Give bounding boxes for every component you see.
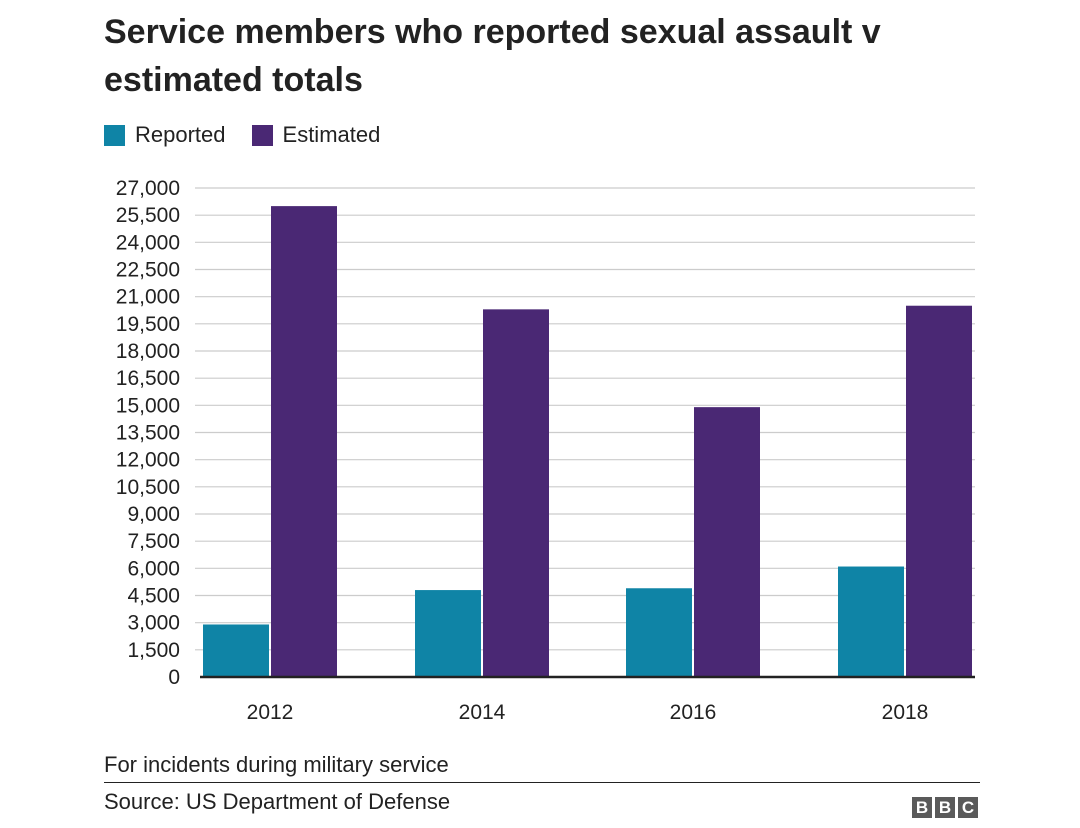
footer-divider bbox=[104, 782, 980, 783]
y-tick-label: 13,500 bbox=[116, 422, 180, 445]
bbc-logo: B B C bbox=[912, 797, 978, 818]
legend-item-reported: Reported bbox=[104, 122, 226, 148]
legend-swatch-reported bbox=[104, 124, 125, 146]
x-tick-label: 2018 bbox=[882, 701, 929, 724]
y-tick-label: 24,000 bbox=[116, 231, 180, 254]
y-tick-label: 1,500 bbox=[127, 639, 180, 662]
bar-reported-2016 bbox=[626, 588, 692, 677]
y-tick-label: 3,000 bbox=[127, 612, 180, 635]
y-tick-label: 15,000 bbox=[116, 394, 180, 417]
y-tick-label: 19,500 bbox=[116, 313, 180, 336]
x-tick-label: 2014 bbox=[459, 701, 506, 724]
y-tick-label: 4,500 bbox=[127, 585, 180, 608]
legend: Reported Estimated bbox=[104, 122, 406, 148]
bar-reported-2018 bbox=[838, 566, 904, 677]
y-tick-label: 27,000 bbox=[116, 177, 180, 200]
y-tick-label: 6,000 bbox=[127, 557, 180, 580]
y-tick-label: 7,500 bbox=[127, 530, 180, 553]
source-text: Source: US Department of Defense bbox=[104, 789, 451, 814]
y-tick-label: 21,000 bbox=[116, 286, 180, 309]
chart-note: For incidents during military service bbox=[104, 752, 449, 777]
legend-item-estimated: Estimated bbox=[251, 122, 381, 148]
y-tick-label: 25,500 bbox=[116, 204, 180, 227]
x-tick-label: 2016 bbox=[670, 701, 717, 724]
bar-estimated-2016 bbox=[694, 407, 760, 677]
y-tick-label: 9,000 bbox=[127, 503, 180, 526]
y-tick-label: 10,500 bbox=[116, 476, 180, 499]
x-tick-label: 2012 bbox=[247, 701, 294, 724]
y-tick-label: 18,000 bbox=[116, 340, 180, 363]
y-tick-label: 16,500 bbox=[116, 367, 180, 390]
bar-estimated-2018 bbox=[906, 305, 972, 677]
y-tick-label: 22,500 bbox=[116, 259, 180, 282]
bbc-logo-letter: B bbox=[912, 797, 932, 818]
legend-label-estimated: Estimated bbox=[282, 122, 381, 147]
y-tick-label: 12,000 bbox=[116, 449, 180, 472]
legend-label-reported: Reported bbox=[135, 122, 226, 147]
bbc-logo-letter: B bbox=[935, 797, 955, 818]
y-tick-label: 0 bbox=[168, 666, 180, 689]
bar-reported-2012 bbox=[203, 624, 269, 677]
bbc-logo-letter: C bbox=[958, 797, 978, 818]
bar-estimated-2014 bbox=[483, 309, 549, 677]
bar-estimated-2012 bbox=[271, 206, 337, 677]
chart-title: Service members who reported sexual assa… bbox=[104, 13, 881, 99]
legend-swatch-estimated bbox=[251, 124, 273, 146]
bar-reported-2014 bbox=[415, 590, 481, 677]
